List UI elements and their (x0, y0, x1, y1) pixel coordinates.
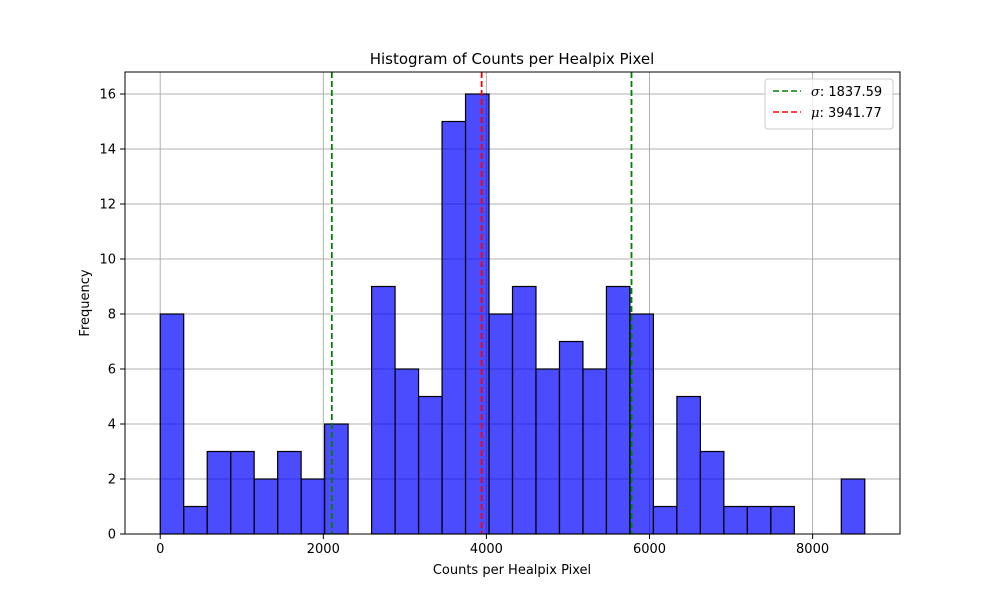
histogram-bar (441, 120, 467, 535)
histogram-bar (277, 450, 302, 535)
plot-frame (124, 71, 901, 535)
histogram-bar (535, 368, 561, 535)
histogram-bar (394, 368, 420, 535)
histogram-bar (723, 505, 748, 535)
histogram-bar (464, 93, 490, 535)
x-axis-label: Counts per Healpix Pixel (433, 563, 591, 578)
histogram-bar (558, 340, 584, 535)
chart-title: Histogram of Counts per Healpix Pixel (370, 50, 655, 68)
histogram-bar (417, 395, 443, 535)
legend: σ: 1837.59 μ: 3941.77 (764, 78, 894, 130)
y-axis-label: Frequency (78, 269, 93, 336)
y-axis-ticks: 0 2 4 6 8 10 12 14 16 (99, 88, 125, 543)
histogram-bar (605, 285, 631, 535)
histogram-bar (370, 285, 396, 535)
histogram-bar (699, 450, 725, 535)
legend-sigma-symbol: σ (811, 85, 821, 100)
reference-lines (330, 72, 633, 534)
y-tick-label: 6 (108, 363, 116, 378)
y-tick-label: 12 (99, 198, 116, 213)
histogram-bar (230, 450, 255, 535)
histogram-bar (676, 395, 701, 535)
x-tick-label: 8000 (796, 542, 829, 557)
histogram-bar (629, 313, 655, 535)
histogram-bar (324, 423, 349, 535)
y-tick-label: 14 (99, 143, 116, 158)
legend-sigma-entry: σ: 1837.59 (811, 85, 882, 100)
histogram-bar (770, 505, 795, 535)
histogram-bar (253, 478, 279, 535)
x-axis-ticks: 0 2000 4000 6000 8000 (156, 534, 829, 557)
y-tick-label: 8 (108, 308, 116, 323)
histogram-bar (159, 313, 185, 535)
x-tick-label: 4000 (470, 542, 503, 557)
histogram-bar (511, 285, 537, 535)
histogram-bar (300, 478, 326, 535)
histogram-bar (183, 505, 208, 535)
histogram-bar (652, 505, 678, 535)
legend-mu-symbol: μ (811, 106, 819, 121)
histogram-bar (206, 450, 232, 535)
y-tick-label: 4 (108, 418, 116, 433)
histogram-bar (746, 505, 772, 535)
y-tick-label: 16 (99, 88, 116, 103)
histogram-bar (582, 368, 608, 535)
y-tick-label: 10 (99, 253, 116, 268)
histogram-bar (488, 313, 514, 535)
x-tick-label: 0 (156, 542, 164, 557)
legend-mu-text: : 3941.77 (819, 106, 881, 121)
y-tick-label: 0 (108, 528, 116, 543)
x-tick-label: 6000 (633, 542, 666, 557)
y-tick-label: 2 (108, 473, 116, 488)
histogram-bar (840, 478, 866, 535)
legend-sigma-text: : 1837.59 (820, 85, 882, 100)
legend-mu-entry: μ: 3941.77 (811, 106, 882, 121)
x-tick-label: 2000 (307, 542, 340, 557)
